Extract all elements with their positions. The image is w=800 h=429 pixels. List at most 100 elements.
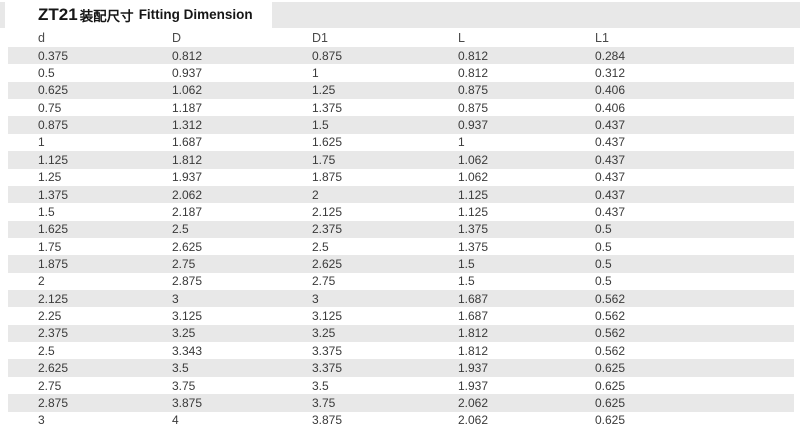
table-cell: 3.375 (312, 343, 343, 358)
table-cell: 2.062 (458, 395, 489, 410)
table-cell: 1.5 (458, 274, 475, 289)
table-cell: 3.375 (312, 361, 343, 376)
table-cell: 1.375 (458, 239, 489, 254)
table-cell: 1.625 (312, 135, 343, 150)
table-cell: 1 (312, 66, 319, 81)
table-body: 0.375 0.812 0.875 0.812 0.284 0.5 0.937 1 0.812 0… (0, 47, 800, 429)
table-cell: 0.937 (458, 118, 489, 133)
table-cell: 1.125 (458, 187, 489, 202)
table-cell: 1.375 (38, 187, 69, 202)
column-header: D1 (312, 31, 328, 45)
table-cell: 2.062 (458, 413, 489, 428)
table-cell: 0.75 (38, 100, 62, 115)
table-cell: 2.125 (312, 204, 343, 219)
table-cell: 1.187 (172, 100, 203, 115)
table-cell: 0.625 (595, 395, 626, 410)
table-cell: 0.875 (312, 48, 343, 63)
table-cell: 1.875 (38, 256, 69, 271)
table-cell: 0.625 (38, 83, 69, 98)
table-cell: 1.062 (458, 170, 489, 185)
table-cell: 1.687 (458, 309, 489, 324)
table-cell: 1.937 (458, 361, 489, 376)
table-cell: 3.25 (312, 326, 336, 341)
table-cell: 0.875 (458, 100, 489, 115)
table-cell: 0.562 (595, 291, 626, 306)
table-cell: 2.375 (38, 326, 69, 341)
table-cell: 1 (458, 135, 465, 150)
table-cell: 3.5 (312, 378, 329, 393)
title-chinese: 装配尺寸 (79, 8, 134, 24)
table-header-row: d D D1 L L1 (8, 29, 794, 47)
table-row: 3 4 3.875 2.062 0.625 (8, 411, 794, 429)
table-cell: 1.75 (312, 152, 336, 167)
table-cell: 3.75 (172, 378, 196, 393)
title-english: Fitting Dimension (138, 7, 253, 22)
table-cell: 3.5 (172, 361, 189, 376)
table-cell: 2.062 (172, 187, 203, 202)
table-row: 0.5 0.937 1 0.812 0.312 (8, 64, 794, 82)
table-cell: 3.75 (312, 395, 336, 410)
table-cell: 0.937 (172, 66, 203, 81)
table-cell: 0.5 (595, 239, 612, 254)
table-cell: 1.375 (458, 222, 489, 237)
table-row: 1.625 2.5 2.375 1.375 0.5 (8, 220, 794, 238)
table-cell: 2.5 (38, 343, 55, 358)
title-model-code: ZT21 (38, 4, 78, 24)
table-cell: 0.812 (172, 48, 203, 63)
table-cell: 1.937 (458, 378, 489, 393)
table-cell: 3.125 (312, 309, 343, 324)
table-cell: 0.625 (595, 413, 626, 428)
table-row: 2.25 3.125 3.125 1.687 0.562 (8, 307, 794, 325)
table-row: 2.375 3.25 3.25 1.812 0.562 (8, 324, 794, 343)
table-cell: 0.375 (38, 48, 69, 63)
table-cell: 3.875 (172, 395, 203, 410)
table-cell: 0.437 (595, 204, 626, 219)
table-cell: 1.75 (38, 239, 62, 254)
table-cell: 3.875 (312, 413, 343, 428)
table-cell: 2.875 (172, 274, 203, 289)
table-cell: 1.375 (312, 100, 343, 115)
table-cell: 1.875 (312, 170, 343, 185)
table-cell: 2.625 (172, 239, 203, 254)
table-cell: 2.875 (38, 395, 69, 410)
table-cell: 2.625 (312, 256, 343, 271)
table-cell: 0.625 (595, 361, 626, 376)
table-cell: 1.062 (172, 83, 203, 98)
table-cell: 2.375 (312, 222, 343, 237)
table-cell: 2.75 (312, 274, 336, 289)
fitting-dimension-table: d D D1 L L1 0.375 0.812 0.875 0.812 0.284 0.5 0.93… (0, 29, 800, 429)
table-cell: 1.25 (38, 170, 62, 185)
table-cell: 1.25 (312, 83, 336, 98)
table-cell: 0.625 (595, 378, 626, 393)
table-cell: 0.812 (458, 48, 489, 63)
table-cell: 3.25 (172, 326, 196, 341)
table-cell: 1.5 (312, 118, 329, 133)
table-cell: 0.5 (595, 274, 612, 289)
column-header: D (172, 31, 182, 45)
table-cell: 1.312 (172, 118, 203, 133)
table-cell: 1.687 (172, 135, 203, 150)
table-cell: 1.125 (38, 152, 69, 167)
table-cell: 2.25 (38, 309, 62, 324)
table-cell: 1.937 (172, 170, 203, 185)
table-cell: 1.812 (458, 326, 489, 341)
table-cell: 2.5 (172, 222, 189, 237)
table-row: 2 2.875 2.75 1.5 0.5 (8, 272, 794, 291)
table-cell: 0.312 (595, 66, 626, 81)
table-cell: 2.5 (312, 239, 329, 254)
column-header: d (38, 31, 45, 45)
table-cell: 2.125 (38, 291, 69, 306)
table-cell: 0.5 (595, 256, 612, 271)
table-cell: 1.812 (172, 152, 203, 167)
table-cell: 2.75 (38, 378, 62, 393)
table-cell: 3.125 (172, 309, 203, 324)
table-row: 1.75 2.625 2.5 1.375 0.5 (8, 237, 794, 256)
table-row: 2.125 3 3 1.687 0.562 (8, 290, 794, 308)
table-cell: 1 (38, 135, 45, 150)
table-row: 1 1.687 1.625 1 0.437 (8, 133, 794, 152)
table-cell: 2 (38, 274, 45, 289)
table-row: 1.25 1.937 1.875 1.062 0.437 (8, 168, 794, 186)
table-cell: 0.562 (595, 326, 626, 341)
table-cell: 2.75 (172, 256, 196, 271)
